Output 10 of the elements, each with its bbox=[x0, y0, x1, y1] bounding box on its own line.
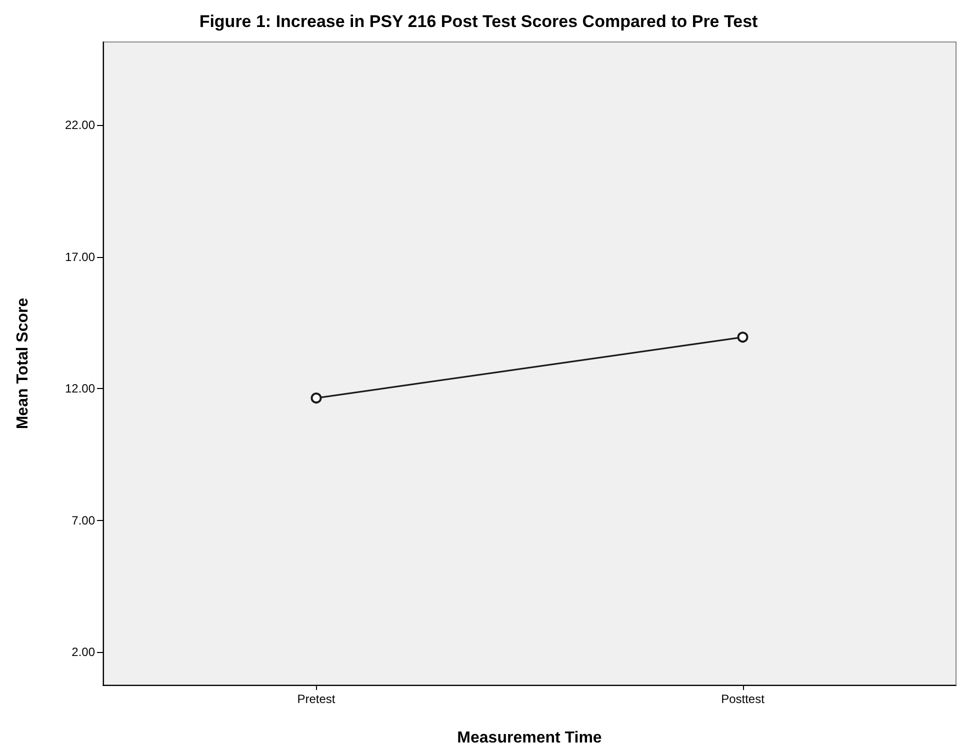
y-tick-label: 12.00 bbox=[64, 382, 96, 396]
x-tick-label: Posttest bbox=[721, 692, 766, 706]
y-tick-label: 2.00 bbox=[72, 645, 96, 660]
y-tick-label: 17.00 bbox=[64, 250, 96, 264]
y-tick-label: 22.00 bbox=[64, 118, 96, 132]
y-axis-title: Mean Total Score bbox=[14, 298, 32, 430]
y-tick-label: 7.00 bbox=[72, 513, 96, 528]
x-axis-title: Measurement Time bbox=[457, 730, 602, 746]
x-tick-label: Pretest bbox=[297, 692, 336, 706]
chart-title: Figure 1: Increase in PSY 216 Post Test Scores Compared to Pre Test bbox=[199, 12, 758, 31]
